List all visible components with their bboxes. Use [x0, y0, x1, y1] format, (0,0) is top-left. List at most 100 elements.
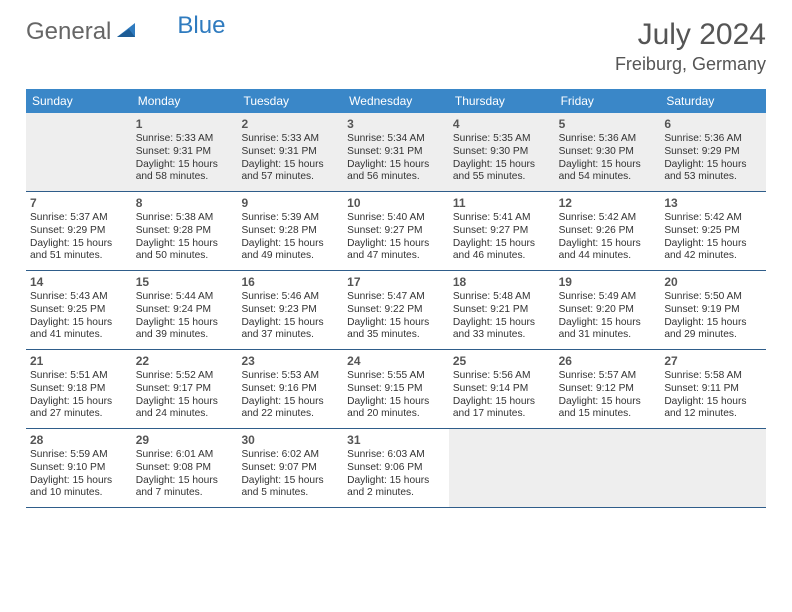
day-cell: 7Sunrise: 5:37 AMSunset: 9:29 PMDaylight…: [26, 192, 132, 270]
sunrise-text: Sunrise: 5:51 AM: [30, 370, 128, 383]
sunrise-text: Sunrise: 5:56 AM: [453, 370, 551, 383]
day-cell: 16Sunrise: 5:46 AMSunset: 9:23 PMDayligh…: [237, 271, 343, 349]
sunrise-text: Sunrise: 5:53 AM: [241, 370, 339, 383]
daylight-text: and 17 minutes.: [453, 408, 551, 421]
day-cell: 3Sunrise: 5:34 AMSunset: 9:31 PMDaylight…: [343, 113, 449, 191]
daylight-text: Daylight: 15 hours: [136, 396, 234, 409]
day-cell: 10Sunrise: 5:40 AMSunset: 9:27 PMDayligh…: [343, 192, 449, 270]
daylight-text: and 10 minutes.: [30, 487, 128, 500]
day-cell: 13Sunrise: 5:42 AMSunset: 9:25 PMDayligh…: [660, 192, 766, 270]
daylight-text: and 42 minutes.: [664, 250, 762, 263]
day-cell: [26, 113, 132, 191]
day-number: 15: [136, 275, 234, 289]
sunrise-text: Sunrise: 5:42 AM: [559, 212, 657, 225]
sunset-text: Sunset: 9:28 PM: [136, 225, 234, 238]
weekday-header: Saturday: [660, 89, 766, 113]
day-cell: 11Sunrise: 5:41 AMSunset: 9:27 PMDayligh…: [449, 192, 555, 270]
day-cell: 26Sunrise: 5:57 AMSunset: 9:12 PMDayligh…: [555, 350, 661, 428]
daylight-text: and 57 minutes.: [241, 171, 339, 184]
sunset-text: Sunset: 9:26 PM: [559, 225, 657, 238]
day-cell: 4Sunrise: 5:35 AMSunset: 9:30 PMDaylight…: [449, 113, 555, 191]
sunrise-text: Sunrise: 5:37 AM: [30, 212, 128, 225]
sunrise-text: Sunrise: 6:01 AM: [136, 449, 234, 462]
day-cell: 15Sunrise: 5:44 AMSunset: 9:24 PMDayligh…: [132, 271, 238, 349]
daylight-text: Daylight: 15 hours: [347, 159, 445, 172]
sunset-text: Sunset: 9:08 PM: [136, 462, 234, 475]
day-cell: 2Sunrise: 5:33 AMSunset: 9:31 PMDaylight…: [237, 113, 343, 191]
week-row: 21Sunrise: 5:51 AMSunset: 9:18 PMDayligh…: [26, 350, 766, 429]
sunset-text: Sunset: 9:28 PM: [241, 225, 339, 238]
day-cell: 20Sunrise: 5:50 AMSunset: 9:19 PMDayligh…: [660, 271, 766, 349]
logo-triangle-icon: [115, 19, 137, 46]
day-number: 26: [559, 354, 657, 368]
day-number: 31: [347, 433, 445, 447]
daylight-text: Daylight: 15 hours: [30, 475, 128, 488]
sunset-text: Sunset: 9:22 PM: [347, 304, 445, 317]
sunrise-text: Sunrise: 5:38 AM: [136, 212, 234, 225]
daylight-text: and 55 minutes.: [453, 171, 551, 184]
day-cell: 30Sunrise: 6:02 AMSunset: 9:07 PMDayligh…: [237, 429, 343, 507]
week-row: 28Sunrise: 5:59 AMSunset: 9:10 PMDayligh…: [26, 429, 766, 508]
day-cell: 31Sunrise: 6:03 AMSunset: 9:06 PMDayligh…: [343, 429, 449, 507]
sunrise-text: Sunrise: 5:57 AM: [559, 370, 657, 383]
sunrise-text: Sunrise: 5:35 AM: [453, 133, 551, 146]
day-cell: [449, 429, 555, 507]
week-row: 7Sunrise: 5:37 AMSunset: 9:29 PMDaylight…: [26, 192, 766, 271]
daylight-text: and 53 minutes.: [664, 171, 762, 184]
day-cell: 6Sunrise: 5:36 AMSunset: 9:29 PMDaylight…: [660, 113, 766, 191]
weekday-header-row: SundayMondayTuesdayWednesdayThursdayFrid…: [26, 89, 766, 113]
sunrise-text: Sunrise: 5:44 AM: [136, 291, 234, 304]
daylight-text: and 5 minutes.: [241, 487, 339, 500]
day-cell: 29Sunrise: 6:01 AMSunset: 9:08 PMDayligh…: [132, 429, 238, 507]
daylight-text: and 22 minutes.: [241, 408, 339, 421]
sunset-text: Sunset: 9:31 PM: [347, 146, 445, 159]
day-number: 28: [30, 433, 128, 447]
sunset-text: Sunset: 9:18 PM: [30, 383, 128, 396]
daylight-text: and 27 minutes.: [30, 408, 128, 421]
sunset-text: Sunset: 9:27 PM: [347, 225, 445, 238]
daylight-text: and 56 minutes.: [347, 171, 445, 184]
day-number: 18: [453, 275, 551, 289]
sunrise-text: Sunrise: 5:36 AM: [559, 133, 657, 146]
daylight-text: and 29 minutes.: [664, 329, 762, 342]
day-number: 16: [241, 275, 339, 289]
sunrise-text: Sunrise: 5:33 AM: [241, 133, 339, 146]
daylight-text: Daylight: 15 hours: [559, 396, 657, 409]
daylight-text: and 24 minutes.: [136, 408, 234, 421]
day-number: 7: [30, 196, 128, 210]
header-right: July 2024 Freiburg, Germany: [615, 18, 766, 75]
day-number: 29: [136, 433, 234, 447]
calendar: SundayMondayTuesdayWednesdayThursdayFrid…: [26, 89, 766, 508]
sunset-text: Sunset: 9:10 PM: [30, 462, 128, 475]
daylight-text: and 37 minutes.: [241, 329, 339, 342]
daylight-text: Daylight: 15 hours: [30, 317, 128, 330]
sunset-text: Sunset: 9:30 PM: [559, 146, 657, 159]
sunset-text: Sunset: 9:25 PM: [664, 225, 762, 238]
sunset-text: Sunset: 9:16 PM: [241, 383, 339, 396]
daylight-text: Daylight: 15 hours: [453, 317, 551, 330]
sunset-text: Sunset: 9:11 PM: [664, 383, 762, 396]
sunset-text: Sunset: 9:27 PM: [453, 225, 551, 238]
day-cell: 9Sunrise: 5:39 AMSunset: 9:28 PMDaylight…: [237, 192, 343, 270]
page-header: General Blue July 2024 Freiburg, Germany: [26, 18, 766, 75]
sunrise-text: Sunrise: 5:48 AM: [453, 291, 551, 304]
day-number: 9: [241, 196, 339, 210]
sunrise-text: Sunrise: 5:49 AM: [559, 291, 657, 304]
sunrise-text: Sunrise: 5:39 AM: [241, 212, 339, 225]
sunrise-text: Sunrise: 5:43 AM: [30, 291, 128, 304]
sunset-text: Sunset: 9:07 PM: [241, 462, 339, 475]
day-number: 19: [559, 275, 657, 289]
day-cell: [555, 429, 661, 507]
daylight-text: and 12 minutes.: [664, 408, 762, 421]
day-number: 23: [241, 354, 339, 368]
month-title: July 2024: [615, 18, 766, 52]
sunset-text: Sunset: 9:31 PM: [136, 146, 234, 159]
daylight-text: Daylight: 15 hours: [453, 238, 551, 251]
day-number: 25: [453, 354, 551, 368]
daylight-text: and 51 minutes.: [30, 250, 128, 263]
day-number: 17: [347, 275, 445, 289]
sunrise-text: Sunrise: 5:46 AM: [241, 291, 339, 304]
daylight-text: and 50 minutes.: [136, 250, 234, 263]
daylight-text: and 46 minutes.: [453, 250, 551, 263]
daylight-text: and 54 minutes.: [559, 171, 657, 184]
